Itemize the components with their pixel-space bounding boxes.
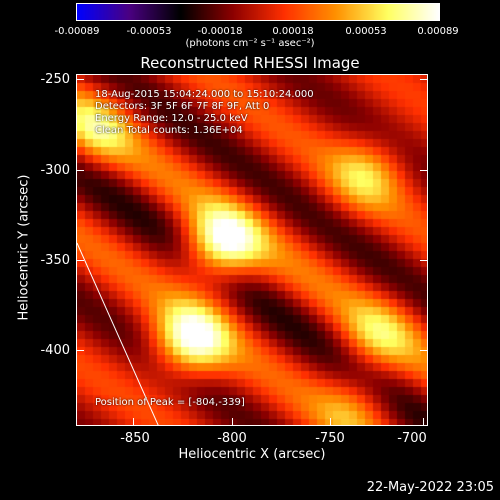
colorbar-tick-label: 0.00018 — [272, 26, 314, 37]
time-range-annotation: 18-Aug-2015 15:04:24.000 to 15:10:24.000 — [95, 89, 314, 100]
heatmap-image — [77, 75, 427, 425]
x-tick-label: -800 — [217, 431, 247, 446]
colorbar — [76, 3, 440, 21]
chart-title: Reconstructed RHESSI Image — [140, 54, 360, 72]
y-tick-label: -400 — [40, 343, 70, 358]
energy-range-annotation: Energy Range: 12.0 - 25.0 keV — [95, 113, 248, 124]
y-major-tick — [420, 350, 428, 351]
y-axis-label: Heliocentric Y (arcsec) — [16, 174, 32, 321]
y-major-tick — [76, 260, 84, 261]
x-major-tick — [232, 418, 233, 426]
detectors-annotation: Detectors: 3F 5F 6F 7F 8F 9F, Att 0 — [95, 101, 270, 112]
y-tick-label: -300 — [40, 163, 70, 178]
y-major-tick — [76, 170, 84, 171]
y-major-tick — [76, 350, 84, 351]
colorbar-tick-label: -0.00053 — [126, 26, 172, 37]
y-major-tick — [76, 79, 84, 80]
colorbar-tick-label: -0.00018 — [197, 26, 243, 37]
x-major-tick — [133, 418, 134, 426]
x-tick-label: -850 — [120, 431, 150, 446]
solar-limb-line — [77, 242, 159, 425]
plot-area: 18-Aug-2015 15:04:24.000 to 15:10:24.000… — [76, 74, 428, 426]
peak-position-annotation: Position of Peak = [-804,-339] — [95, 397, 245, 408]
y-tick-label: -250 — [40, 72, 70, 87]
plot-timestamp: 22-May-2022 23:05 — [366, 480, 494, 495]
clean-counts-annotation: Clean Total counts: 1.36E+04 — [95, 125, 243, 136]
x-major-tick — [330, 418, 331, 426]
y-major-tick — [420, 170, 428, 171]
x-tick-label: -700 — [397, 431, 427, 446]
colorbar-tick-label: -0.00089 — [54, 26, 100, 37]
y-tick-label: -350 — [40, 253, 70, 268]
limb-overlay — [77, 242, 159, 425]
colorbar-tick-label: 0.00089 — [417, 26, 459, 37]
y-major-tick — [420, 260, 428, 261]
colorbar-gradient — [76, 3, 440, 21]
x-major-tick — [423, 418, 424, 426]
x-axis-label: Heliocentric X (arcsec) — [178, 447, 326, 462]
colorbar-tick-label: 0.00053 — [345, 26, 387, 37]
y-major-tick — [420, 79, 428, 80]
colorbar-unit-label: (photons cm⁻² s⁻¹ asec⁻²) — [185, 38, 315, 49]
x-tick-label: -750 — [315, 431, 345, 446]
